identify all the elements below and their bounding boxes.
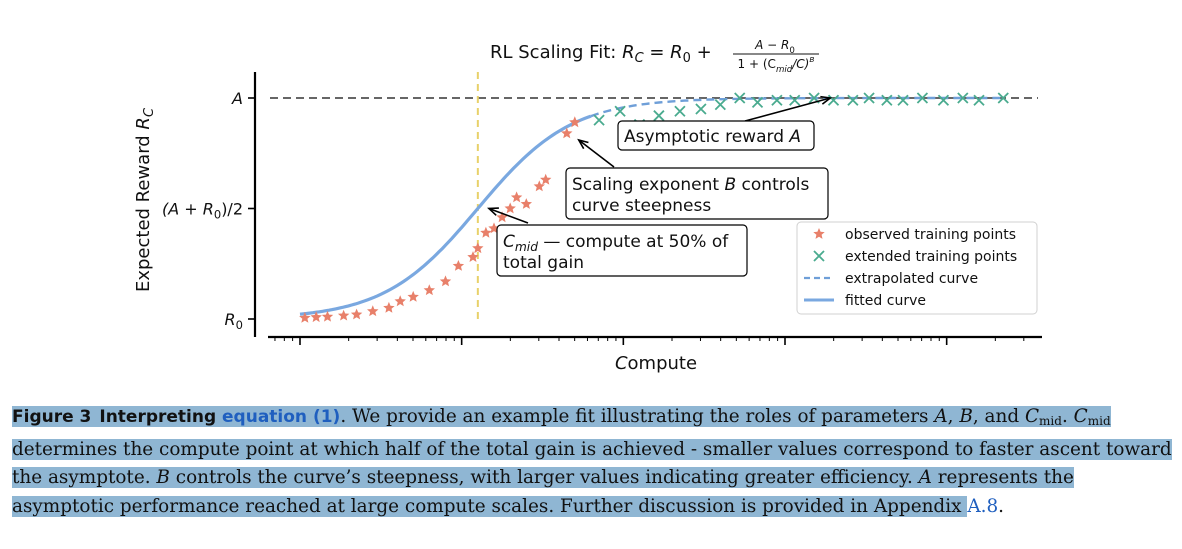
legend-label: observed training points <box>845 227 1016 243</box>
extended-point <box>714 98 726 111</box>
extended-point <box>847 94 859 106</box>
observed-point <box>439 275 452 287</box>
appendix-link[interactable]: A.8 <box>967 495 999 517</box>
extended-point <box>957 92 969 104</box>
caption-label: Figure 3 Interpreting <box>12 407 217 427</box>
extended-point <box>997 92 1009 104</box>
extended-point <box>734 92 746 104</box>
annotation-asym-arrow <box>744 97 831 122</box>
extended-point <box>863 92 875 104</box>
legend-label: fitted curve <box>845 293 926 309</box>
annotation-asym-text: Asymptotic reward A <box>624 127 801 147</box>
annotation-cmid-arrow-head <box>486 207 499 216</box>
legend-label: extrapolated curve <box>845 271 978 287</box>
title-denominator: 1 + (Cmid/C)B <box>738 55 815 75</box>
extended-point <box>789 94 801 106</box>
legend-box <box>796 221 1038 315</box>
annotation-steep-box <box>565 167 829 220</box>
observed-point <box>452 260 465 271</box>
annotation-steep-line2: curve steepness <box>572 196 711 216</box>
observed-point <box>510 191 523 203</box>
observed-point <box>496 211 508 223</box>
extended-point <box>937 94 950 106</box>
caption-text-2: determines the compute point at which ha… <box>12 438 1172 489</box>
legend-x-icon <box>813 250 825 262</box>
observed-point <box>480 226 492 238</box>
y-tick-label: (A + R0)/2 <box>162 200 243 222</box>
legend: observed training points extended trainin… <box>796 221 1038 315</box>
observed-point <box>394 295 406 307</box>
extended-point <box>695 103 707 115</box>
extended-point <box>593 114 605 126</box>
annotation-cmid-arrow <box>488 207 529 224</box>
annotation-cmid-box <box>496 224 748 277</box>
fitted-curve <box>299 114 592 316</box>
extended-point <box>881 94 893 106</box>
chart-title: RL Scaling Fit: RC = R0 + <box>490 42 712 66</box>
caption-text-1: We provide an example fit illustrating t… <box>346 406 935 427</box>
extrapolated-curve <box>590 96 1002 118</box>
annotation-steep-line1: Scaling exponent B controls <box>572 175 809 195</box>
extended-point <box>751 96 764 109</box>
plot-area: R0 (A + R0)/2 A Compute Expected Reward RC R… <box>133 38 1042 374</box>
observed-point <box>383 301 395 313</box>
observed-point <box>533 180 545 192</box>
extended-point <box>973 94 985 106</box>
extended-point <box>771 94 783 106</box>
legend-star-icon <box>813 228 825 239</box>
y-tick-label: R0 <box>225 310 243 332</box>
observed-point <box>472 242 484 254</box>
caption-text-4: represents the asymptotic performance re… <box>12 467 1074 517</box>
extended-point <box>614 105 626 117</box>
title-numerator: A − R0 <box>754 38 795 56</box>
observed-point <box>407 290 419 302</box>
annotation-cmid-line2: total gain <box>503 253 584 273</box>
extended-point <box>674 105 686 117</box>
annotation-steep-arrow <box>578 139 615 168</box>
observed-point <box>299 311 311 323</box>
annotation-asym-arrow-head <box>820 95 833 105</box>
figure-chart: R0 (A + R0)/2 A Compute Expected Reward RC R… <box>133 38 1042 374</box>
observed-point <box>520 198 532 209</box>
observed-point <box>504 202 516 214</box>
legend-label: extended training points <box>845 249 1017 265</box>
extended-point <box>653 110 665 122</box>
annotation-steep-arrow-head <box>577 138 589 150</box>
observed-point <box>423 284 435 296</box>
extended-point <box>827 94 840 106</box>
observed-point <box>310 311 322 323</box>
annotation-asym-box <box>617 120 815 151</box>
extended-point <box>897 94 909 106</box>
observed-point <box>467 251 479 262</box>
observed-point <box>321 310 334 322</box>
annotation-cmid-line1: Cmid — compute at 50% of <box>503 232 729 254</box>
extended-point <box>916 92 929 104</box>
observed-point <box>350 308 363 320</box>
observed-point <box>561 127 573 139</box>
caption-text-3: controls the curve’s steepness, with lar… <box>169 467 919 488</box>
observed-point <box>569 116 581 128</box>
observed-point <box>367 305 379 317</box>
observed-point <box>337 309 350 321</box>
equation-link[interactable]: equation (1) <box>222 407 341 427</box>
y-tick-label: A <box>231 89 243 108</box>
x-axis-label: Compute <box>615 353 697 374</box>
y-axis-label: Expected Reward RC <box>133 107 157 292</box>
figure-caption: Figure 3 Interpreting equation (1). We pr… <box>12 406 1172 517</box>
observed-point <box>540 173 552 185</box>
